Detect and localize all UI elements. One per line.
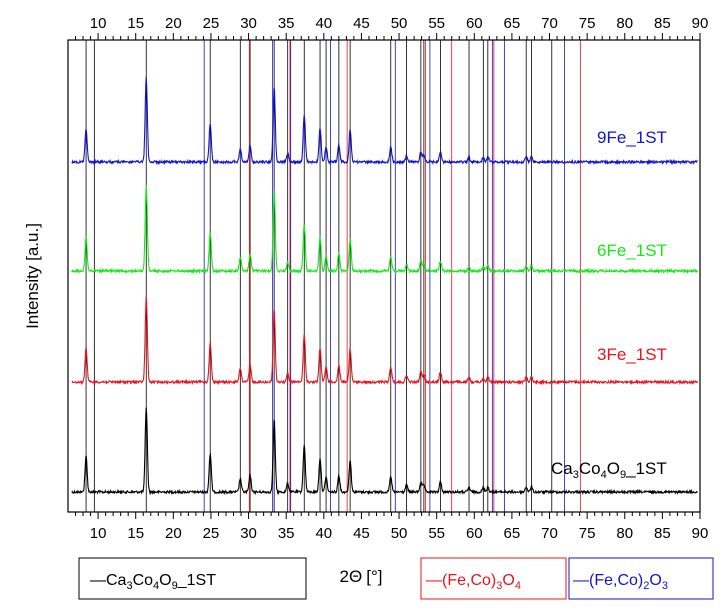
x-tick-label-top-15: 15 xyxy=(127,15,144,32)
x-tick-label-top-55: 55 xyxy=(428,15,445,32)
x-tick-label-top-20: 20 xyxy=(165,15,182,32)
x-tick-label-top-35: 35 xyxy=(278,15,295,32)
x-axis-title: 2Θ [°] xyxy=(340,567,383,586)
y-axis-title: Intensity [a.u.] xyxy=(23,223,42,329)
x-tick-label-top-75: 75 xyxy=(579,15,596,32)
x-tick-label-top-40: 40 xyxy=(315,15,332,32)
svg-text:—(Fe,Co)3O4: —(Fe,Co)3O4 xyxy=(426,572,521,592)
legend-box-red xyxy=(420,557,567,600)
axes xyxy=(67,39,701,513)
x-tick-label-bottom-60: 60 xyxy=(466,525,483,542)
x-tick-label-top-65: 65 xyxy=(504,15,521,32)
series-line-3fe1st xyxy=(71,296,698,386)
x-tick-label-bottom-15: 15 xyxy=(127,525,144,542)
x-tick-label-bottom-65: 65 xyxy=(504,525,521,542)
x-tick-label-top-80: 80 xyxy=(616,15,633,32)
x-tick-label-bottom-55: 55 xyxy=(428,525,445,542)
legend-ca3co4o9: —Ca3Co4O9_1ST xyxy=(78,557,307,600)
legend-box-blue xyxy=(568,557,714,600)
series-label-3fe: 3Fe_1ST xyxy=(597,345,667,364)
x-tick-label-top-30: 30 xyxy=(240,15,257,32)
x-tick-label-top-90: 90 xyxy=(692,15,709,32)
series-label-6fe: 6Fe_1ST xyxy=(597,241,667,260)
x-tick-label-bottom-90: 90 xyxy=(692,525,709,542)
series-label-9fe: 9Fe_1ST xyxy=(597,128,667,147)
legend-fe-co-2o3: —(Fe,Co)2O3 xyxy=(568,557,714,600)
series-line-ca3co4o91st xyxy=(71,407,698,496)
series-line-6fe1st xyxy=(71,184,698,275)
plot-frame xyxy=(67,39,701,513)
x-tick-label-bottom-75: 75 xyxy=(579,525,596,542)
x-tick-label-bottom-50: 50 xyxy=(391,525,408,542)
svg-text:—(Fe,Co)2O3: —(Fe,Co)2O3 xyxy=(573,572,668,592)
x-tick-label-bottom-40: 40 xyxy=(315,525,332,542)
axis-ticks: 10 10 15 15 20 20 25 25 30 30 35 35 40 40 45 45 50 50 55 55… xyxy=(75,15,709,542)
svg-text:—Ca3Co4O9_1ST: —Ca3Co4O9_1ST xyxy=(90,572,216,592)
x-tick-label-top-85: 85 xyxy=(654,15,671,32)
x-tick-label-top-50: 50 xyxy=(391,15,408,32)
x-tick-label-top-10: 10 xyxy=(90,15,107,32)
series-traces xyxy=(71,76,698,496)
x-tick-label-top-25: 25 xyxy=(203,15,220,32)
x-tick-label-bottom-80: 80 xyxy=(616,525,633,542)
x-tick-label-bottom-20: 20 xyxy=(165,525,182,542)
x-tick-label-top-70: 70 xyxy=(541,15,558,32)
series-line-9fe1st xyxy=(71,76,698,166)
x-tick-label-bottom-30: 30 xyxy=(240,525,257,542)
x-tick-label-bottom-85: 85 xyxy=(654,525,671,542)
x-tick-label-bottom-35: 35 xyxy=(278,525,295,542)
series-label-ca3co4o9: Ca3Co4O9_1ST xyxy=(551,459,667,481)
reference-lines xyxy=(85,40,581,512)
legend-fe-co-3o4: —(Fe,Co)3O4 xyxy=(420,557,567,600)
x-tick-label-top-45: 45 xyxy=(353,15,370,32)
x-tick-label-top-60: 60 xyxy=(466,15,483,32)
x-tick-label-bottom-10: 10 xyxy=(90,525,107,542)
x-tick-label-bottom-45: 45 xyxy=(353,525,370,542)
x-tick-label-bottom-70: 70 xyxy=(541,525,558,542)
legend-box-black xyxy=(78,557,307,600)
x-tick-label-bottom-25: 25 xyxy=(203,525,220,542)
